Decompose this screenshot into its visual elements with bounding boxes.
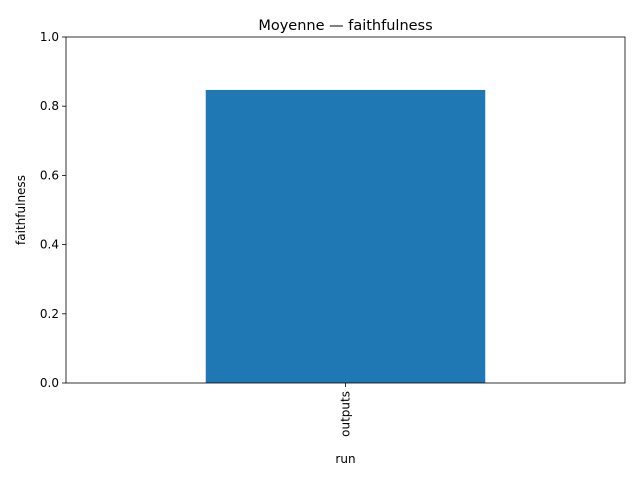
axes-frame [65, 36, 626, 384]
bar-outputs [205, 89, 486, 384]
y-tick-label: 0.6 [40, 168, 59, 182]
y-tick-label: 0.8 [40, 99, 59, 113]
x-tick-label: outputs [339, 391, 353, 437]
y-tick-label: 0.0 [40, 376, 59, 390]
y-tick-label: 0.2 [40, 307, 59, 321]
y-tick-label: 0.4 [40, 238, 59, 252]
x-axis-label: run [335, 452, 355, 466]
chart-title: Moyenne — faithfulness [258, 18, 432, 34]
y-tick-label: 1.0 [40, 30, 59, 44]
y-axis-label: faithfulness [14, 175, 28, 245]
plot-area: outputs 0.0 0.2 0.4 0.6 0.8 1.0 [40, 30, 626, 437]
